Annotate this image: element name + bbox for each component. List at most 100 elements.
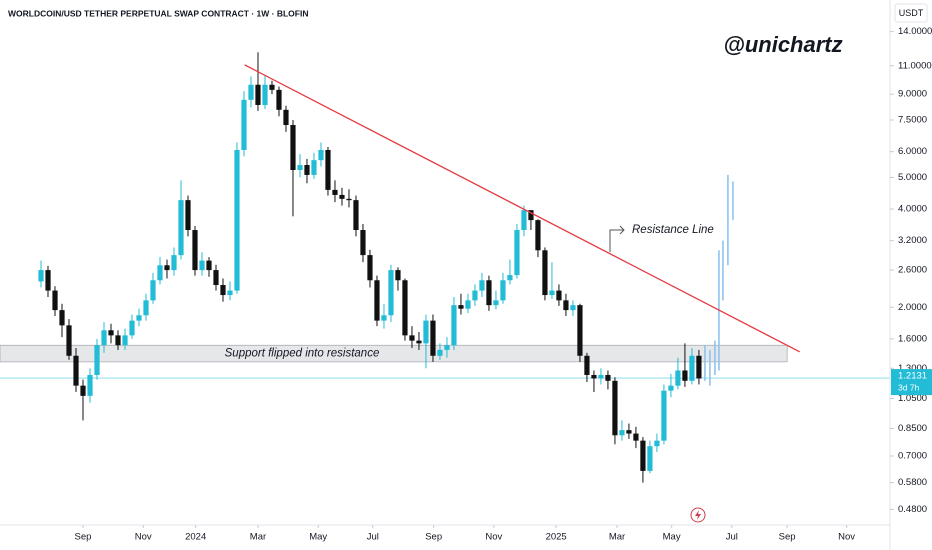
candle-body (80, 385, 86, 396)
candle-body (689, 355, 695, 381)
y-tick-label: 6.0000 (898, 146, 927, 157)
candle-body (570, 305, 576, 311)
candle-body (311, 160, 317, 175)
candle-body (598, 374, 604, 379)
alert-icon[interactable] (690, 507, 706, 523)
candle-body (458, 305, 464, 309)
candle-body (374, 280, 380, 321)
candle-body (129, 320, 135, 336)
candle-body (276, 89, 282, 110)
candle-body (633, 433, 639, 441)
candle-body (661, 390, 667, 441)
x-tick-label: Mar (609, 532, 625, 543)
candle-body (269, 84, 275, 90)
candle-body (360, 230, 366, 256)
annotation-arrow (609, 225, 625, 252)
y-tick-label: 7.5000 (898, 115, 927, 126)
candle-body (157, 265, 163, 281)
candle-body (654, 440, 660, 447)
y-tick-label: 11.0000 (898, 60, 932, 71)
candle-body (486, 280, 492, 306)
candle-body (682, 370, 688, 381)
currency-box[interactable] (894, 3, 928, 23)
candle-body (521, 210, 527, 231)
candle-body (493, 300, 499, 306)
candle-body (430, 320, 436, 356)
x-tick-label: May (663, 532, 681, 543)
candle-body (507, 275, 513, 281)
x-tick-label: Jul (367, 532, 379, 543)
candle-body (549, 290, 555, 296)
candle-body (577, 305, 583, 356)
candle-body (612, 380, 618, 436)
chart-title: WORLDCOIN/USD TETHER PERPETUAL SWAP CONT… (8, 8, 309, 18)
resistance-line (244, 64, 801, 353)
candle-body (605, 374, 611, 381)
candle-body (381, 315, 387, 321)
candle-body (332, 189, 338, 195)
candle-body (164, 265, 170, 271)
candle-body (423, 320, 429, 344)
candle-body (409, 335, 415, 341)
x-tick-label: Jul (726, 532, 738, 543)
candle-body (241, 99, 247, 150)
candle-body (353, 200, 359, 231)
candle-body (451, 305, 457, 346)
y-tick-label: 5.0000 (898, 172, 927, 183)
candle-body (367, 255, 373, 281)
candle-body (108, 330, 114, 336)
candle-body (528, 210, 534, 221)
candle-body (542, 250, 548, 296)
candle-body (325, 149, 331, 190)
x-tick-label: Nov (485, 532, 502, 543)
candle-body (619, 430, 625, 436)
last-price-box (891, 369, 932, 396)
watermark: @unichartz (723, 32, 842, 57)
candle-body (262, 84, 268, 105)
plot-area: Support flipped into resistance Resistanc… (0, 52, 890, 483)
y-tick-label: 4.0000 (898, 204, 927, 215)
y-tick-label: 1.0500 (898, 393, 927, 404)
candle-body (640, 440, 646, 471)
candle-body (150, 280, 156, 301)
y-tick-label: 0.7000 (898, 450, 927, 461)
candle-body (696, 355, 702, 379)
y-tick-label: 9.0000 (898, 89, 927, 100)
x-tick-label: Nov (135, 532, 152, 543)
y-tick-label: 2.6000 (898, 265, 927, 276)
countdown-label: 3d 7h (898, 382, 920, 392)
candle-body (500, 280, 506, 301)
y-axis-label: USDT (899, 8, 924, 18)
last-price-label: 1.2131 (898, 371, 927, 382)
candle-body (626, 430, 632, 434)
candle-body (556, 290, 562, 301)
candle-body (213, 270, 219, 286)
candle-body (248, 84, 254, 100)
candle-body (143, 300, 149, 316)
candle-body (437, 349, 443, 356)
candle-body (192, 230, 198, 271)
support-zone (0, 344, 788, 363)
candle-body (283, 109, 289, 126)
candle-body (388, 270, 394, 316)
candle-body (101, 330, 107, 346)
candle-body (87, 374, 93, 396)
x-tick-label: Sep (425, 532, 442, 543)
candle-body (66, 325, 72, 356)
x-tick-label: Mar (250, 532, 266, 543)
y-tick-label: 0.4800 (898, 504, 927, 515)
x-tick-label: 2024 (185, 532, 206, 543)
candle-body (584, 355, 590, 375)
candle-body (73, 355, 79, 386)
support-zone-label: Support flipped into resistance (225, 348, 380, 360)
candle-body (563, 300, 569, 311)
candle-body (220, 285, 226, 296)
candle-body (59, 310, 65, 326)
candle-body (465, 300, 471, 309)
y-tick-label: 1.3000 (898, 363, 927, 374)
candle-body (479, 280, 485, 291)
candle-body (444, 345, 450, 350)
candle-body (206, 260, 212, 271)
